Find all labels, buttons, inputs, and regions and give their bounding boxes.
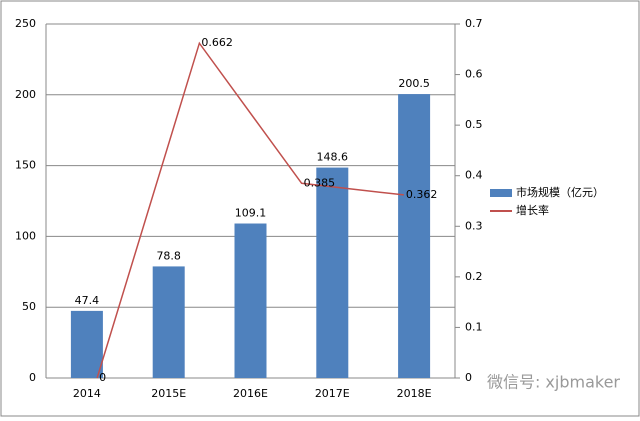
y2-tick-label: 0.4 <box>465 169 483 182</box>
y2-tick-label: 0.7 <box>465 17 483 30</box>
x-tick-label: 2018E <box>397 387 432 400</box>
y-tick-label: 100 <box>15 229 36 242</box>
y-tick-label: 250 <box>15 17 36 30</box>
line <box>96 41 404 379</box>
bar-value-label: 47.4 <box>75 294 100 307</box>
bar <box>398 94 431 378</box>
y2-tick-label: 0.3 <box>465 219 483 232</box>
legend-label: 增长率 <box>516 203 549 217</box>
watermark: 微信号: xjbmaker <box>487 373 620 392</box>
x-tick-label: 2014 <box>73 387 101 400</box>
bar-value-label: 200.5 <box>398 77 430 90</box>
bar-value-label: 148.6 <box>317 151 349 164</box>
x-tick-label: 2016E <box>233 387 268 400</box>
y-tick-label: 0 <box>29 371 36 384</box>
line-value-label: 0.662 <box>201 36 233 49</box>
bar <box>70 310 103 378</box>
y-tick-label: 50 <box>22 300 36 313</box>
y-tick-label: 150 <box>15 159 36 172</box>
line-value-label: 0.385 <box>304 176 336 189</box>
bar-value-label: 109.1 <box>235 207 267 220</box>
y-tick-label: 200 <box>15 88 36 101</box>
bar <box>234 223 267 378</box>
x-tick-label: 2017E <box>315 387 350 400</box>
legend-label: 市场规模（亿元） <box>516 185 604 199</box>
bar <box>316 167 349 378</box>
bar-value-label: 78.8 <box>156 249 181 262</box>
line-value-label: 0 <box>99 371 106 384</box>
line-value-label: 0.362 <box>406 188 438 201</box>
legend-swatch <box>490 189 512 197</box>
x-tick-label: 2015E <box>151 387 186 400</box>
y2-tick-label: 0.5 <box>465 118 483 131</box>
y2-tick-label: 0.1 <box>465 320 483 333</box>
y2-tick-label: 0.2 <box>465 270 483 283</box>
y2-tick-label: 0 <box>465 371 472 384</box>
y2-tick-label: 0.6 <box>465 68 483 81</box>
bar <box>152 266 185 378</box>
